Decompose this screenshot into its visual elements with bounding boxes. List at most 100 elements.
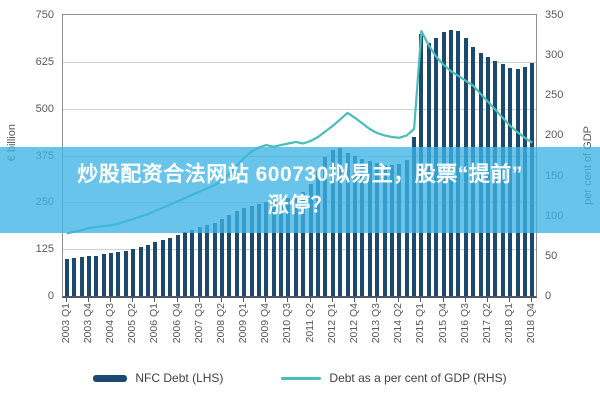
left-axis-tick-label: 0 xyxy=(47,290,54,302)
legend-item-debt-gdp: Debt as a per cent of GDP (RHS) xyxy=(281,371,507,385)
x-axis-tick-mark xyxy=(198,298,200,302)
x-axis-tick-label: 2006 Q4 xyxy=(170,303,183,344)
x-axis-tick-mark xyxy=(331,298,333,302)
right-axis-tick-label: 250 xyxy=(545,89,564,102)
bar-nfc-debt xyxy=(234,211,239,296)
bar-nfc-debt xyxy=(301,191,306,296)
bar-series-swatch-icon xyxy=(93,374,128,382)
x-axis-tick-mark xyxy=(353,298,355,302)
bar-nfc-debt xyxy=(146,244,150,296)
x-axis-tick-mark xyxy=(376,298,378,302)
x-axis-tick-mark xyxy=(309,298,311,302)
x-axis-tick-mark xyxy=(243,298,245,302)
x-axis-tick-mark xyxy=(265,298,267,302)
x-axis-tick-mark xyxy=(65,298,67,302)
x-axis-tick-label: 2015 Q1 xyxy=(414,303,427,344)
right-axis-tick-label: 0 xyxy=(545,290,552,302)
bar-nfc-debt xyxy=(72,257,77,296)
gridline xyxy=(63,61,536,63)
x-axis-tick-label: 2018 Q1 xyxy=(503,303,516,344)
x-axis-tick-label: 2011 Q2 xyxy=(303,303,316,343)
bar-nfc-debt xyxy=(219,219,224,296)
bar-nfc-debt xyxy=(116,252,121,296)
legend-label-nfc-debt: NFC Debt (LHS) xyxy=(135,371,224,385)
bar-nfc-debt xyxy=(212,222,217,296)
x-axis-tick-label: 2012 Q4 xyxy=(347,303,360,344)
bar-nfc-debt xyxy=(182,232,187,296)
watermark-line-2: 涨停？ xyxy=(267,194,333,217)
x-axis-tick-label: 2013 Q3 xyxy=(370,303,383,344)
bar-nfc-debt xyxy=(79,257,84,296)
right-axis-tick-label: 50 xyxy=(545,249,558,262)
x-axis-tick-mark xyxy=(154,298,156,302)
bar-nfc-debt xyxy=(131,248,136,296)
line-series-swatch-icon xyxy=(281,376,322,380)
x-axis-tick-mark xyxy=(220,298,222,302)
x-axis-tick-mark xyxy=(442,298,444,302)
legend-item-nfc-debt: NFC Debt (LHS) xyxy=(93,371,223,385)
gridline xyxy=(63,108,536,110)
bar-nfc-debt xyxy=(279,199,283,296)
bar-nfc-debt xyxy=(227,215,232,296)
chart-legend: NFC Debt (LHS) Debt as a per cent of GDP… xyxy=(0,371,600,385)
bar-nfc-debt xyxy=(205,225,210,296)
bar-nfc-debt xyxy=(264,202,269,296)
x-axis-tick-label: 2004 Q3 xyxy=(104,303,116,344)
gridline xyxy=(63,249,536,251)
bar-nfc-debt xyxy=(256,203,261,296)
x-axis-tick-label: 2012 Q1 xyxy=(325,303,338,344)
x-axis-tick-mark xyxy=(287,298,289,302)
legend-label-debt-gdp: Debt as a per cent of GDP (RHS) xyxy=(329,371,507,385)
x-axis-tick-label: 2006 Q1 xyxy=(148,303,161,344)
left-axis-tick-label: 625 xyxy=(35,55,54,68)
bar-nfc-debt xyxy=(138,246,143,296)
x-axis-tick-label: 2016 Q3 xyxy=(458,303,471,344)
x-axis-tick-mark xyxy=(176,298,178,302)
x-axis-tick-label: 2017 Q2 xyxy=(481,303,493,344)
right-axis-tick-label: 300 xyxy=(545,49,564,62)
bar-nfc-debt xyxy=(153,242,158,296)
x-axis-tick-mark xyxy=(132,298,134,302)
x-axis-tick-label: 2015 Q4 xyxy=(436,303,449,344)
x-axis-tick-mark xyxy=(531,298,533,302)
x-axis-tick-label: 2009 Q1 xyxy=(237,303,250,344)
left-axis-tick-label: 125 xyxy=(35,243,54,256)
watermark-line-1: 炒股配资合法网站 600730拟易主，股票“提前” xyxy=(77,163,523,186)
x-axis-tick-label: 2007 Q3 xyxy=(192,303,205,344)
bar-nfc-debt xyxy=(168,237,173,296)
bar-nfc-debt xyxy=(94,255,99,296)
bar-nfc-debt xyxy=(123,250,128,296)
bar-nfc-debt xyxy=(242,208,247,296)
x-axis-tick-mark xyxy=(509,298,511,302)
right-axis-tick-label: 350 xyxy=(545,9,564,21)
x-axis-tick-label: 2005 Q2 xyxy=(126,303,139,344)
bar-nfc-debt xyxy=(190,229,195,296)
bar-nfc-debt xyxy=(308,184,313,296)
bar-nfc-debt xyxy=(293,194,298,296)
bar-nfc-debt xyxy=(86,256,91,296)
bar-nfc-debt xyxy=(271,200,276,296)
x-axis-tick-mark xyxy=(487,298,488,302)
left-axis-tick-label: 500 xyxy=(35,102,54,115)
x-axis-tick-label: 2014 Q2 xyxy=(392,303,405,344)
x-axis-tick-mark xyxy=(420,298,422,302)
x-axis-tick-label: 2010 Q3 xyxy=(281,303,294,344)
x-axis-tick-label: 2003 Q1 xyxy=(59,303,72,344)
bar-nfc-debt xyxy=(175,234,180,296)
x-axis-tick-label: 2009 Q4 xyxy=(259,303,272,344)
x-axis-tick-label: 2008 Q2 xyxy=(214,303,227,344)
bar-nfc-debt xyxy=(160,240,165,296)
watermark-band: 炒股配资合法网站 600730拟易主，股票“提前” 涨停？ xyxy=(0,147,600,233)
bar-nfc-debt xyxy=(101,254,106,296)
bar-nfc-debt xyxy=(316,170,320,296)
bar-nfc-debt xyxy=(197,227,202,296)
bar-nfc-debt xyxy=(109,253,113,296)
x-axis-tick-mark xyxy=(110,298,111,302)
right-axis-tick-label: 200 xyxy=(545,129,564,142)
left-axis-tick-label: 750 xyxy=(35,9,54,21)
bar-nfc-debt xyxy=(249,205,254,296)
x-axis-tick-mark xyxy=(87,298,89,302)
x-axis-tick-label: 2018 Q4 xyxy=(525,303,538,344)
x-axis-tick-label: 2003 Q4 xyxy=(81,303,94,344)
